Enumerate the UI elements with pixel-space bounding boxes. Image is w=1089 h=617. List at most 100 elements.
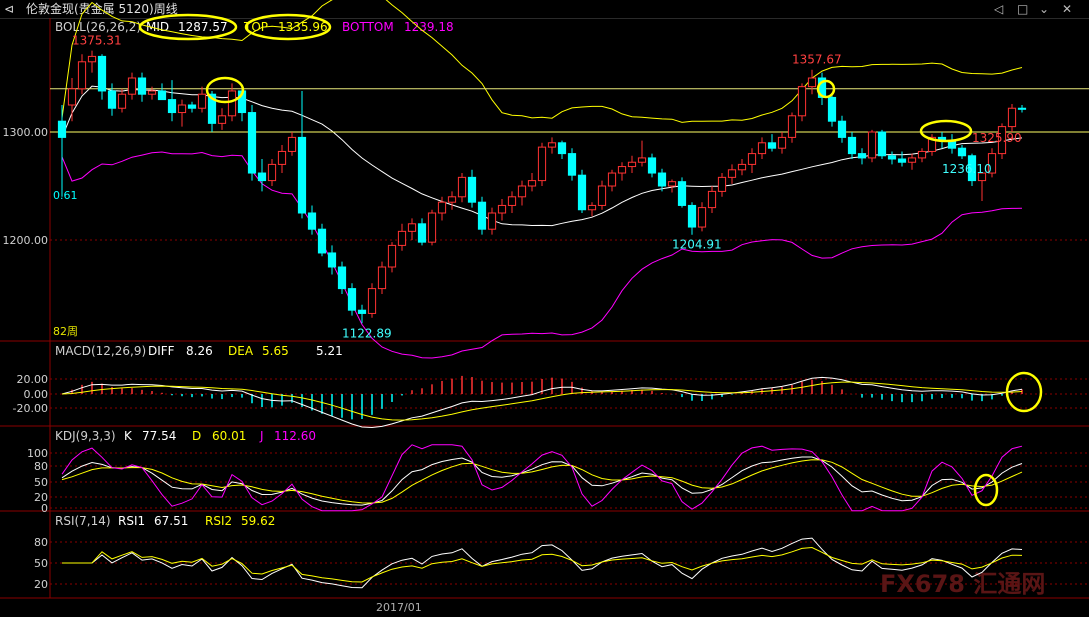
candle-body (427, 212, 437, 243)
candle-body (137, 77, 147, 95)
candle-body (767, 142, 777, 149)
candle-body (467, 176, 477, 203)
candle-body (67, 88, 77, 106)
candle-body (677, 181, 687, 206)
candle-body (507, 196, 517, 206)
candle-body (337, 266, 347, 290)
candle-body (997, 126, 1007, 155)
candle-body (447, 196, 457, 203)
candle-body (807, 77, 817, 88)
macd-plot (61, 375, 1023, 429)
rsi1-value: 67.51 (154, 514, 188, 528)
candle-body (57, 120, 67, 138)
kdj-y-tick-0: 0 (41, 502, 48, 515)
kdj-d-value: 60.01 (212, 429, 246, 443)
back-arrow-icon[interactable]: ◁ (994, 2, 1004, 16)
panel-frames (0, 18, 1089, 599)
kdj-d-line (61, 459, 1023, 504)
dropdown-icon[interactable]: ⌄ (1039, 2, 1050, 16)
candle-body (537, 146, 547, 182)
candle-body (267, 163, 277, 182)
candle-body (217, 115, 227, 124)
candle-body (787, 115, 797, 138)
candle-body (567, 153, 577, 176)
candle-body (117, 93, 127, 109)
kdj-j-line (61, 444, 1023, 512)
kdj-y-tick-80: 80 (34, 460, 48, 473)
candle-body (737, 163, 747, 171)
candle-body (637, 157, 647, 163)
price-annotation: 1236.10 (942, 162, 992, 176)
boll-label: BOLL(26,26,2) (55, 20, 141, 34)
candle-body (957, 147, 967, 157)
boll-mid-value: 1287.57 (178, 20, 228, 34)
candle-body (607, 172, 617, 187)
kdj-y-tick-100: 100 (27, 447, 48, 460)
candle-body (887, 155, 897, 160)
chart-title: 伦敦金现(贵金属 5120)周线 (26, 2, 178, 16)
kdj-k-value: 77.54 (142, 429, 176, 443)
candle-body (857, 153, 867, 159)
candle-body (297, 136, 307, 214)
candle-body (307, 212, 317, 230)
candle-body (247, 112, 257, 174)
close-icon[interactable]: ✕ (1062, 2, 1073, 16)
boll-bottom-label: BOTTOM (342, 20, 394, 34)
candle-body (1007, 107, 1017, 128)
candle-body (1017, 107, 1027, 110)
candle-body (407, 223, 417, 232)
rsi-plot (62, 537, 1023, 589)
x-axis-date-label: 2017/01 (376, 601, 422, 614)
macd-dea-value: 5.65 (262, 344, 289, 358)
candle-body (837, 120, 847, 138)
rsi-y-tick-50: 50 (34, 557, 48, 570)
candle-body (397, 230, 407, 246)
kdj-label: KDJ(9,3,3) (55, 429, 116, 443)
window-titlebar: ⊲ 伦敦金现(贵金属 5120)周线 ◁ □ ⌄ ✕ (0, 0, 1089, 19)
kdj-d-label: D (192, 429, 201, 443)
highlight-top (244, 13, 332, 41)
candle-body (147, 90, 157, 95)
highlight-circles (205, 76, 1043, 507)
macd-y-tick-neg20: -20.00 (13, 402, 48, 415)
boll-bottom-line (61, 151, 1023, 359)
candle-body (827, 96, 837, 122)
candle-body (357, 309, 367, 314)
candle-body (367, 288, 377, 314)
candle-body (417, 223, 427, 243)
candle-body (617, 166, 627, 174)
macd-value: 5.21 (316, 344, 343, 358)
candle-body (967, 155, 977, 182)
candles (57, 50, 1027, 324)
back-icon[interactable]: ⊲ (4, 2, 15, 16)
candle-body (197, 93, 207, 109)
candle-body (647, 157, 657, 174)
candle-body (517, 185, 527, 198)
candle-body (847, 136, 857, 155)
rsi1-label: RSI1 (118, 514, 145, 528)
candle-body (377, 266, 387, 290)
price-annotation: 1357.67 (792, 53, 842, 67)
rsi-y-tick-20: 20 (34, 578, 48, 591)
candle-body (577, 174, 587, 211)
candle-body (667, 181, 677, 187)
candle-body (167, 99, 177, 114)
candle-body (187, 104, 197, 109)
price-annotation: 1122.89 (342, 326, 392, 340)
candle-body (687, 204, 697, 228)
y-tick-1200: 1200.00 (3, 234, 49, 247)
candle-body (327, 252, 337, 268)
left-label-ratio: 0.61 (53, 189, 78, 202)
candle-body (707, 190, 717, 209)
candle-body (317, 228, 327, 254)
boll-bottom-value: 1239.18 (404, 20, 454, 34)
candle-body (477, 201, 487, 230)
restore-icon[interactable]: □ (1017, 2, 1029, 16)
candle-body (877, 131, 887, 157)
y-tick-1300: 1300.00 (3, 126, 49, 139)
macd-diff-value: 8.26 (186, 344, 213, 358)
candle-body (977, 172, 987, 182)
macd-dea-label: DEA (228, 344, 254, 358)
candle-body (747, 153, 757, 165)
